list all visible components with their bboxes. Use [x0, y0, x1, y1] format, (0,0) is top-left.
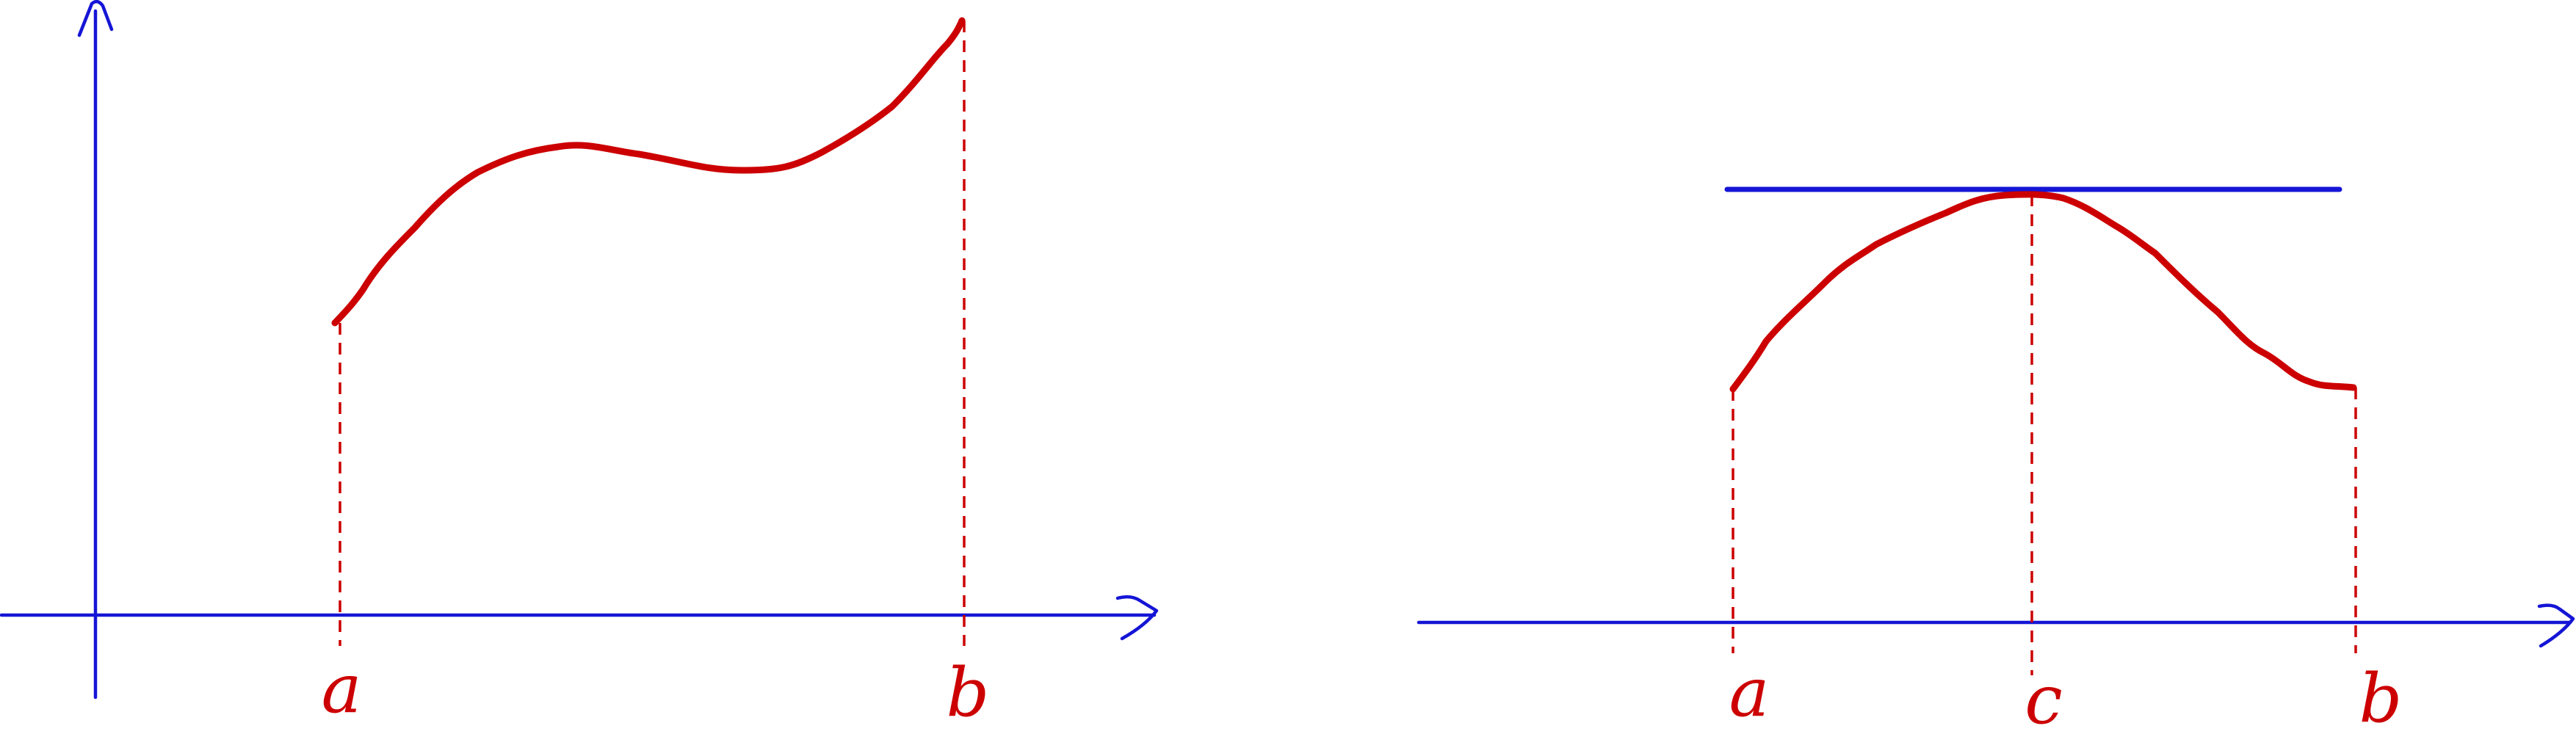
right-function-curve: [1729, 191, 2357, 393]
right-label-b: b: [2359, 659, 2403, 734]
right-x-axis-arrowhead: [2537, 603, 2575, 648]
right-label-c: c: [2025, 661, 2063, 734]
right-panel: a c b: [1417, 186, 2575, 734]
left-label-b: b: [947, 653, 990, 732]
left-function-curve: [331, 17, 966, 327]
left-y-axis-arrowhead: [77, 0, 114, 37]
left-label-a: a: [322, 650, 362, 728]
left-x-axis-arrowhead: [1115, 595, 1159, 641]
right-label-a: a: [1729, 653, 1770, 732]
left-panel: a b: [0, 0, 1159, 732]
